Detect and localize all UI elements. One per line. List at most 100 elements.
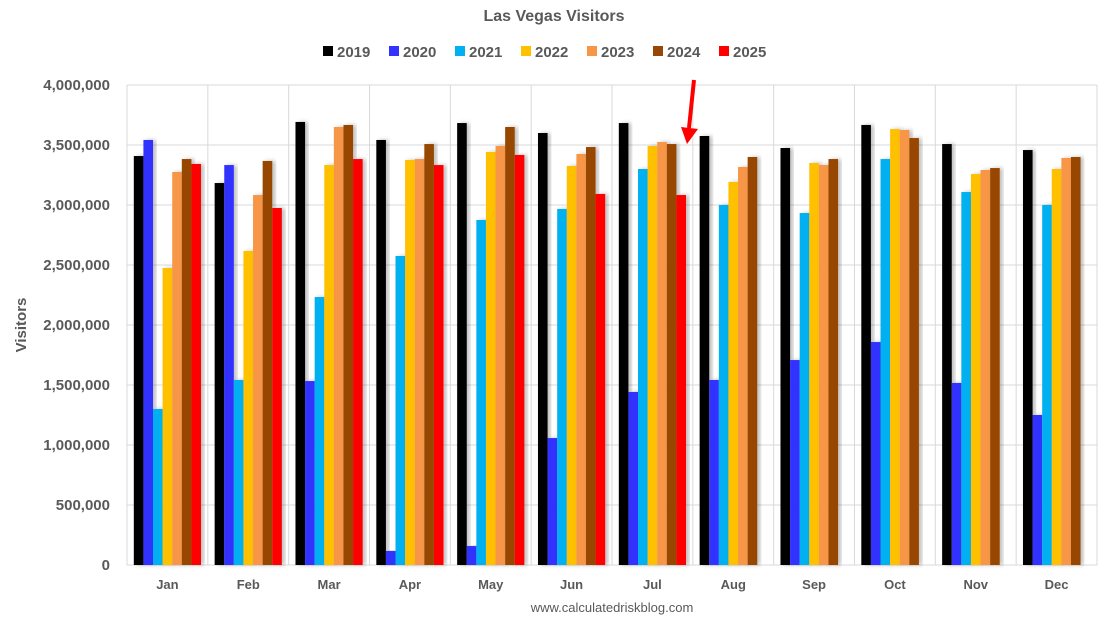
bar-2024-Apr — [424, 144, 434, 566]
bar-2021-Jul — [638, 169, 648, 565]
y-axis-ticks: 0 500,000 1,000,000 1,500,000 2,000,000 2,500… — [43, 77, 110, 574]
bar-2019-Dec — [1022, 150, 1033, 566]
gridlines — [126, 84, 1098, 566]
bar-2024-Feb — [262, 160, 273, 565]
bar-2021-Oct — [880, 159, 891, 566]
bar-2021-Feb — [233, 379, 244, 565]
chart-title: Las Vegas Visitors — [483, 8, 624, 25]
bar-2023-Oct — [899, 130, 910, 565]
bar-2022-Jul — [647, 145, 658, 565]
legend-label-2019: 2019 — [337, 44, 370, 61]
legend-swatch-2022 — [521, 46, 531, 56]
bar-2021-May — [476, 220, 486, 565]
y-tick-label: 3,000,000 — [43, 197, 110, 214]
red-arrow-annotation — [681, 79, 698, 144]
bar-2023-Jul — [657, 142, 667, 565]
legend: 2019 2020 2021 2022 2023 2024 2025 — [323, 44, 766, 61]
bar-2024-Jun — [585, 147, 596, 566]
bar-2022-Sep — [809, 163, 819, 565]
y-axis-label: Visitors — [13, 298, 30, 353]
bar-2024-Dec — [1070, 157, 1081, 565]
bar-2022-Oct — [890, 129, 900, 566]
bar-2024-Oct — [909, 138, 919, 566]
bar-2020-Dec — [1032, 415, 1043, 565]
bar-2021-Dec — [1042, 205, 1052, 565]
bar-2019-Apr — [376, 139, 386, 565]
bar-2020-May — [466, 546, 477, 565]
bar-2025-Mar — [353, 159, 363, 566]
bar-2022-Jan — [162, 268, 173, 565]
bar-2019-Oct — [861, 124, 871, 566]
y-tick-label: 1,500,000 — [43, 377, 110, 394]
x-tick-label: Aug — [721, 577, 746, 592]
bar-2021-Sep — [799, 213, 810, 566]
bar-2025-Feb — [272, 208, 282, 565]
x-tick-label: Jul — [643, 577, 662, 592]
bar-2023-Sep — [818, 165, 829, 566]
bar-2022-May — [485, 151, 496, 565]
bar-2024-Sep — [828, 159, 839, 566]
bar-2020-Aug — [709, 379, 719, 565]
x-tick-label: Oct — [884, 577, 906, 592]
bar-2025-Jan — [191, 163, 202, 565]
bar-2021-Mar — [314, 297, 325, 565]
bar-2023-Apr — [414, 159, 425, 566]
bar-2024-Nov — [990, 168, 1000, 566]
bar-2020-Sep — [790, 360, 800, 565]
legend-label-2020: 2020 — [403, 44, 436, 61]
bar-2021-Jun — [557, 208, 567, 565]
y-tick-label: 3,500,000 — [43, 137, 110, 154]
legend-label-2024: 2024 — [667, 44, 701, 61]
bar-2019-Jun — [537, 133, 548, 565]
y-tick-label: 2,000,000 — [43, 317, 110, 334]
bar-2019-Feb — [214, 183, 225, 566]
x-tick-label: Apr — [399, 577, 421, 592]
bar-2020-Jan — [143, 139, 154, 565]
bar-2023-Nov — [980, 169, 991, 565]
bar-2022-Nov — [970, 174, 981, 566]
bar-2022-Jun — [566, 166, 577, 565]
bar-2023-Mar — [333, 127, 344, 565]
bar-2023-Dec — [1061, 157, 1071, 565]
bar-2019-Aug — [699, 136, 710, 565]
bars — [133, 121, 1081, 566]
bar-2020-Feb — [224, 165, 234, 566]
x-axis-ticks: Jan Feb Mar Apr May Jun Jul Aug Sep Oct Nov Dec — [156, 577, 1068, 592]
bar-2023-Jan — [172, 172, 182, 565]
bar-2019-Mar — [295, 121, 306, 566]
bar-2020-Oct — [870, 342, 881, 565]
bar-2023-Feb — [253, 195, 263, 566]
y-tick-label: 1,000,000 — [43, 437, 110, 454]
bar-2023-Aug — [738, 166, 748, 565]
legend-swatch-2019 — [323, 46, 333, 56]
y-tick-label: 2,500,000 — [43, 257, 110, 274]
y-tick-label: 500,000 — [56, 497, 110, 514]
bar-2023-Jun — [576, 154, 586, 565]
bar-2019-Sep — [780, 148, 791, 565]
bar-2025-Apr — [433, 165, 444, 566]
bar-2020-Jul — [628, 391, 639, 565]
x-tick-label: Jun — [560, 577, 583, 592]
bar-2025-Jun — [595, 193, 606, 565]
x-tick-label: Nov — [963, 577, 988, 592]
bar-2022-Feb — [243, 250, 254, 565]
bar-2024-Jul — [666, 144, 677, 566]
bar-2024-Aug — [747, 157, 758, 565]
bar-2020-Mar — [305, 381, 315, 565]
x-tick-label: Mar — [318, 577, 341, 592]
legend-swatch-2025 — [719, 46, 729, 56]
bar-2024-Mar — [343, 124, 354, 566]
bar-2020-Jun — [547, 438, 558, 565]
bar-2021-Jan — [153, 409, 163, 565]
bar-2021-Nov — [961, 192, 971, 566]
bar-2024-May — [505, 127, 515, 565]
x-tick-label: Sep — [802, 577, 826, 592]
bar-2020-Nov — [951, 382, 962, 565]
bar-2023-May — [495, 145, 506, 565]
bar-2022-Apr — [405, 160, 415, 565]
bar-2022-Dec — [1051, 169, 1062, 565]
bar-2020-Apr — [385, 550, 396, 565]
bar-2025-Jul — [676, 195, 687, 566]
legend-swatch-2023 — [587, 46, 597, 56]
